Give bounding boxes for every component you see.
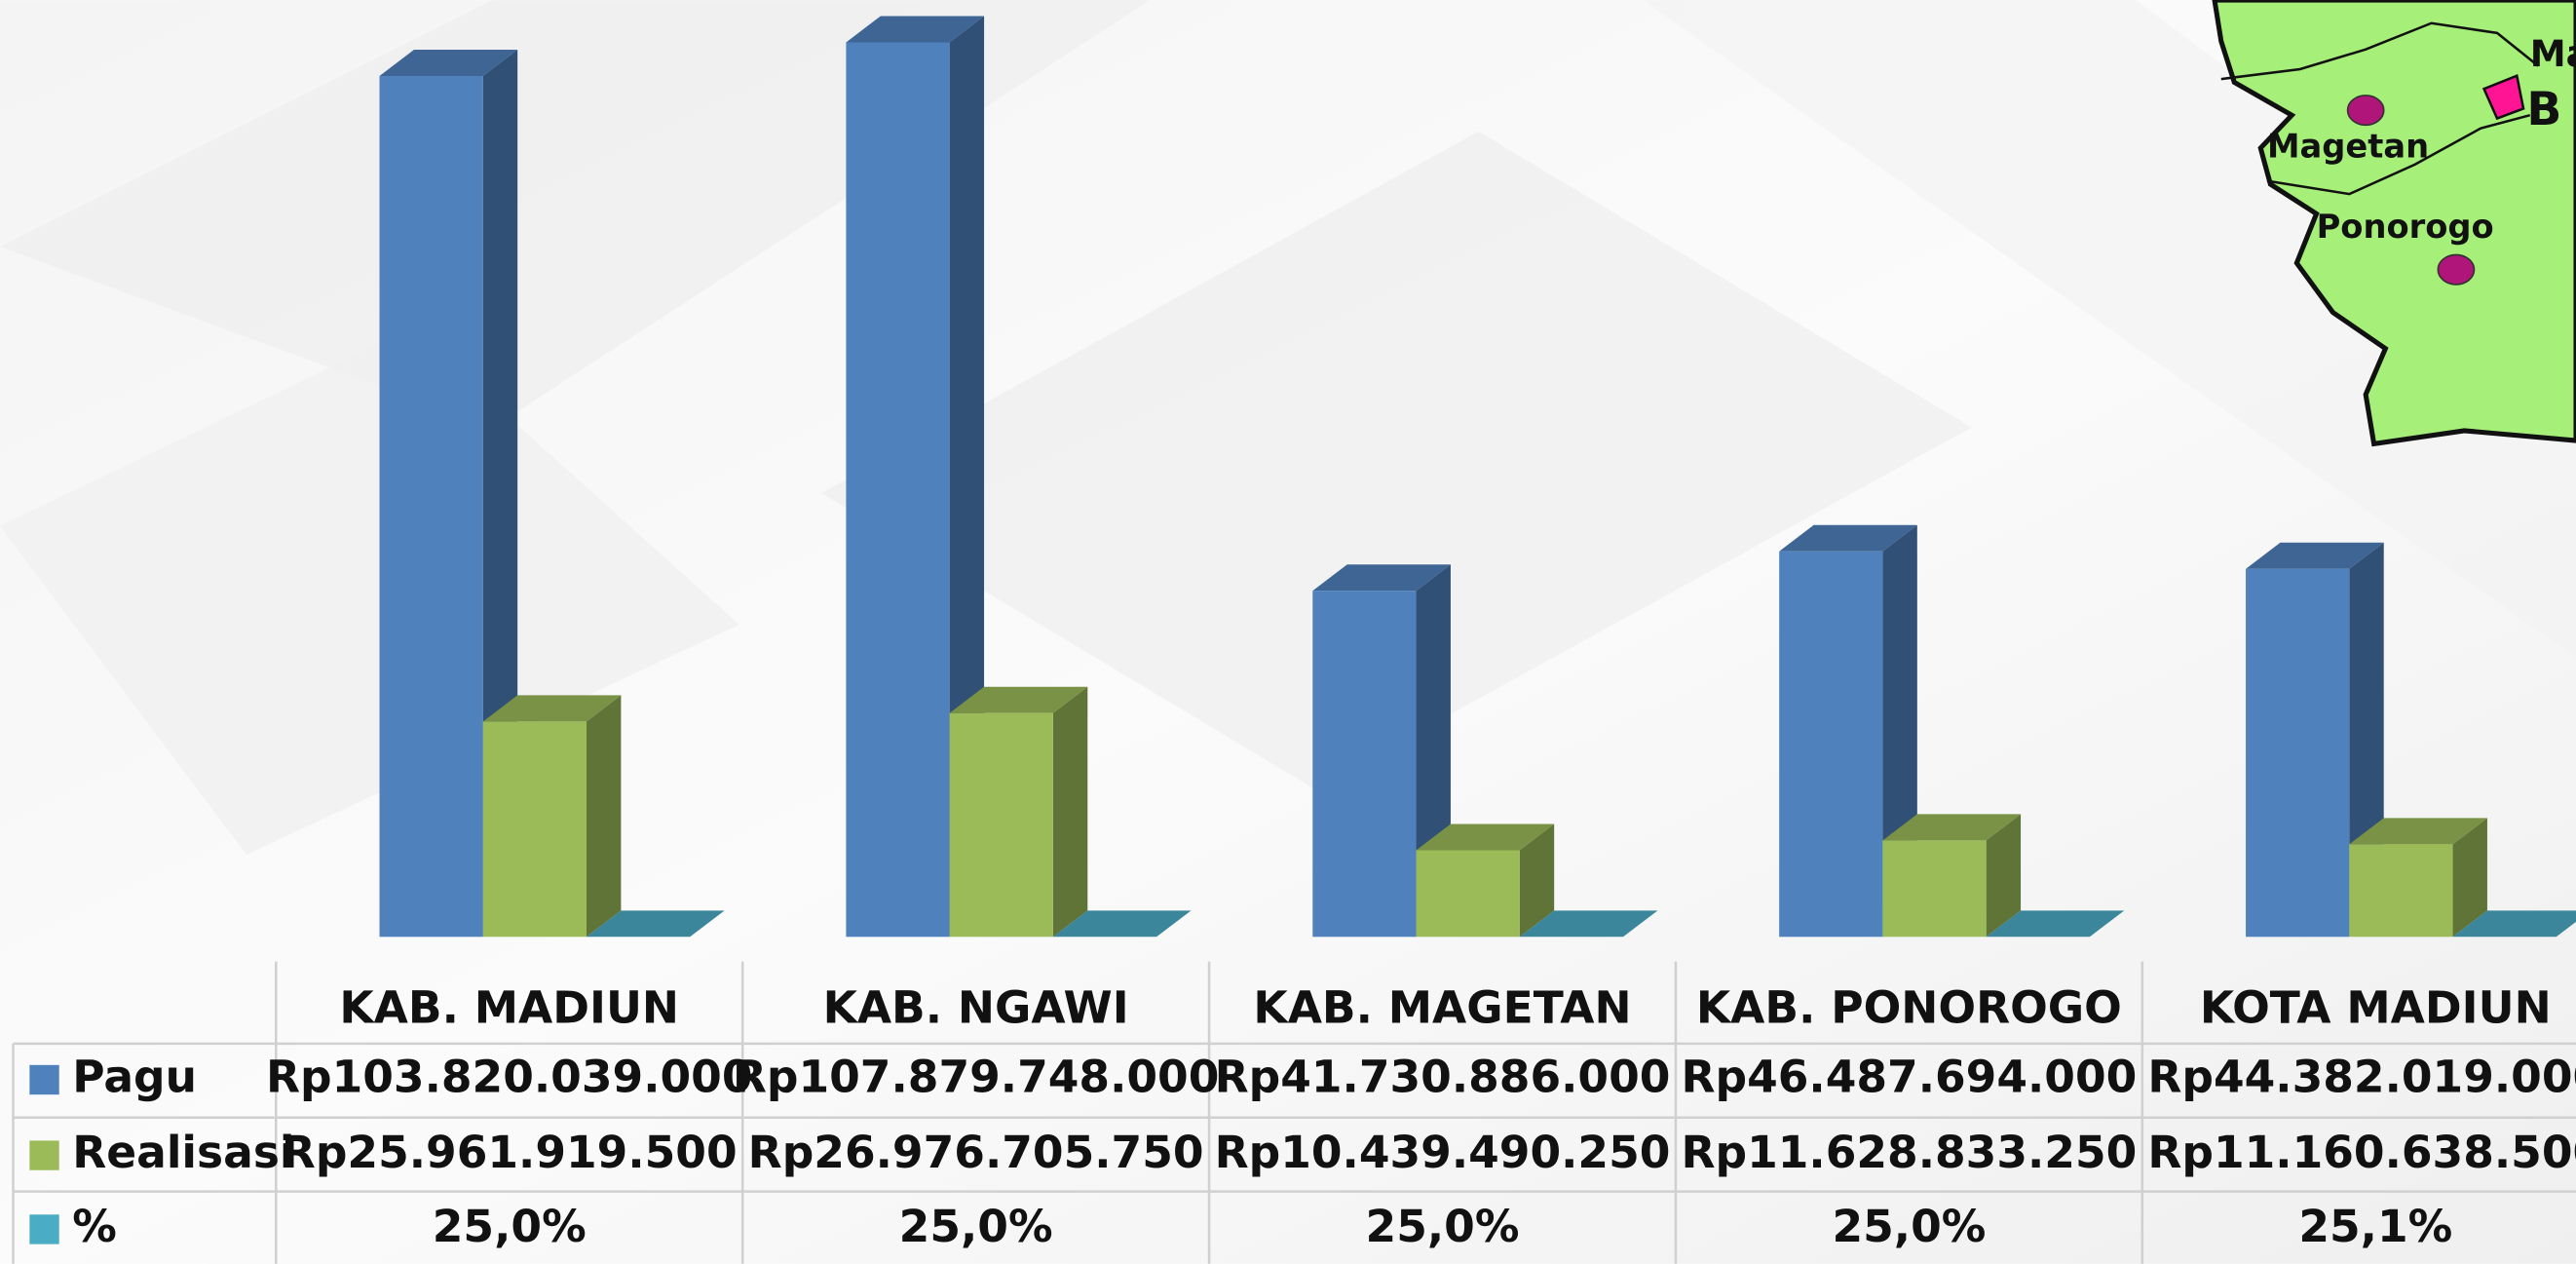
bar-side: [1052, 686, 1088, 938]
bar: [949, 712, 1053, 938]
legend-swatch: [29, 1140, 59, 1170]
bar: [482, 721, 587, 938]
legend-swatch: [29, 1214, 59, 1245]
bar: [1882, 840, 1987, 938]
table-cell: Rp103.820.039.000: [266, 1051, 753, 1102]
bg-shape: [0, 328, 739, 855]
bar-top: [1986, 910, 2125, 938]
table-cell: 25,0%: [1832, 1201, 1986, 1252]
map-label: B: [2526, 83, 2561, 136]
bar-side: [2452, 818, 2487, 938]
bar-top: [2452, 910, 2576, 938]
bar-top: [586, 910, 725, 938]
bar-top: [2349, 818, 2487, 845]
table-cell: Rp44.382.019.000: [2147, 1051, 2576, 1102]
map-border: [2266, 113, 2531, 196]
table-cell: Rp41.730.886.000: [1215, 1051, 1671, 1102]
column-header: KAB. NGAWI: [823, 982, 1129, 1034]
bar-top: [1519, 910, 1658, 938]
map-city: [2481, 73, 2525, 121]
bar-side: [1519, 824, 1555, 938]
bar: [1779, 551, 1883, 938]
bar-top: [1779, 524, 1917, 552]
bar: [379, 76, 483, 938]
table-cell: 25,0%: [899, 1201, 1053, 1252]
table-cell: Rp11.160.638.500: [2147, 1127, 2576, 1178]
bar: [1416, 850, 1520, 938]
bar: [2246, 568, 2350, 938]
bar-side: [586, 695, 622, 938]
table-cell: 25,0%: [1366, 1201, 1520, 1252]
bar-top: [949, 686, 1088, 713]
legend-label: %: [72, 1201, 117, 1252]
column-header: KAB. PONOROGO: [1696, 982, 2122, 1034]
bar-top: [846, 16, 985, 43]
legend-label: Realisasi: [72, 1127, 294, 1178]
bar: [2349, 844, 2453, 938]
table-cell: Rp107.879.748.000: [733, 1051, 1220, 1102]
map-border: [2220, 21, 2540, 81]
table-cell: Rp25.961.919.500: [282, 1127, 738, 1178]
table-cell: 25,0%: [433, 1201, 587, 1252]
column-header: KAB. MAGETAN: [1253, 982, 1631, 1034]
map-label: Magetan: [2267, 127, 2429, 165]
map-dot: [2346, 95, 2385, 127]
table-cell: 25,1%: [2298, 1201, 2452, 1252]
bar-side: [1986, 814, 2022, 938]
map-region: [2212, 0, 2576, 447]
map-label: Ma: [2530, 33, 2576, 75]
legend-label: Pagu: [72, 1051, 197, 1102]
table-cell: Rp11.628.833.250: [1681, 1127, 2137, 1178]
bar-top: [379, 50, 518, 77]
column-header: KAB. MADIUN: [339, 982, 679, 1034]
bar-top: [2246, 542, 2384, 569]
map: Magetan Ponorogo Ma B: [2212, 0, 2576, 447]
table-cell: Rp10.439.490.250: [1215, 1127, 1671, 1178]
bar-top: [1312, 564, 1451, 592]
bar: [1312, 591, 1417, 938]
legend-swatch: [29, 1064, 59, 1095]
map-dot: [2437, 253, 2476, 286]
bg-shape: [821, 132, 1972, 789]
bar-top: [1416, 824, 1555, 851]
table-cell: Rp46.487.694.000: [1681, 1051, 2137, 1102]
bar-top: [1882, 814, 2022, 841]
column-header: KOTA MADIUN: [2200, 982, 2552, 1034]
map-label: Ponorogo: [2317, 208, 2494, 246]
table-cell: Rp26.976.705.750: [748, 1127, 1204, 1178]
bar-top: [1052, 910, 1192, 938]
bar-top: [482, 695, 622, 722]
bar: [846, 42, 950, 938]
